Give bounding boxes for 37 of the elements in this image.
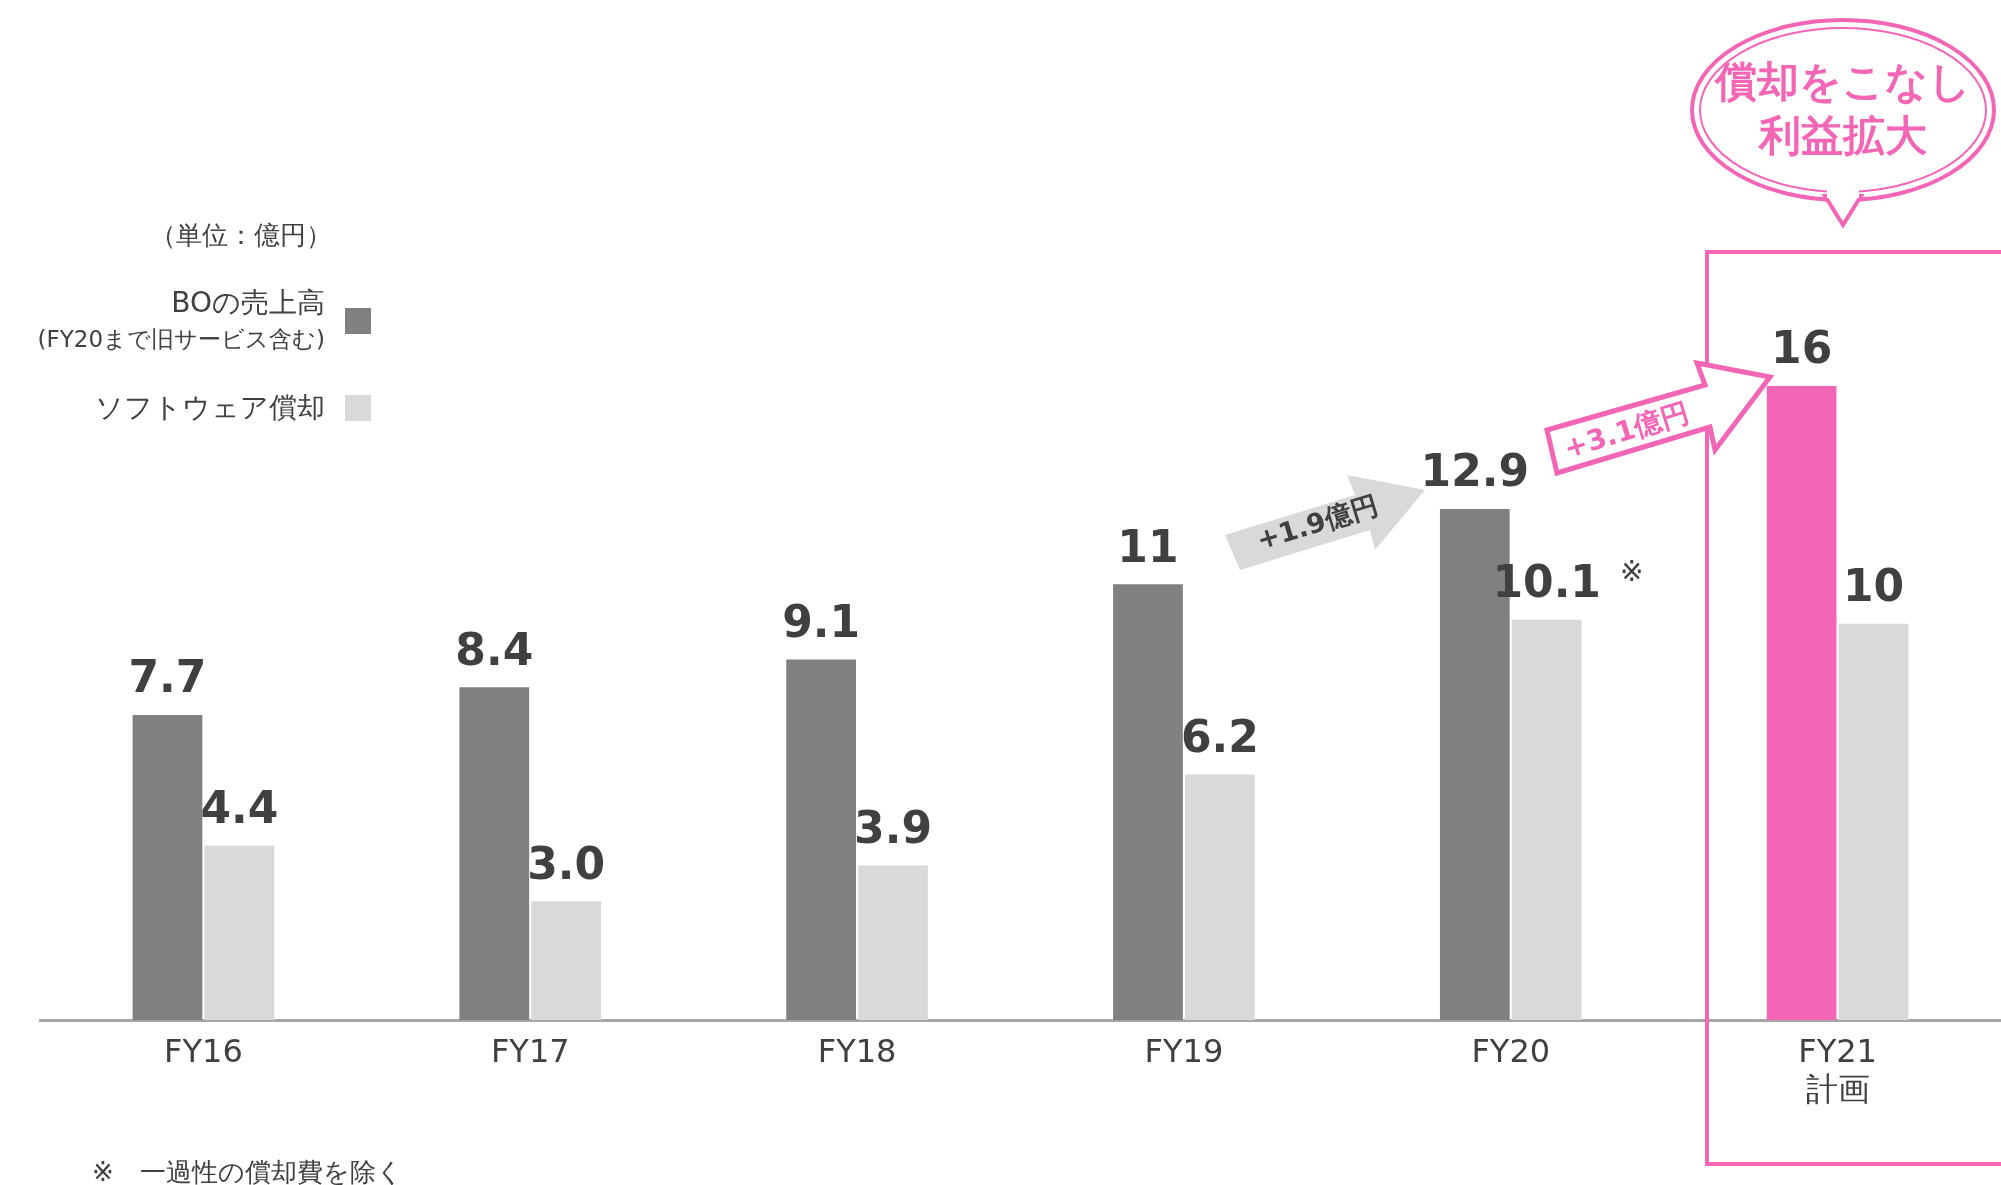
annotation: +1.9億円 xyxy=(1252,488,1382,558)
x-tick-label: FY16 xyxy=(164,1031,243,1070)
bar xyxy=(1113,584,1183,1021)
text: ※ 一過性の償却費を除く xyxy=(92,1156,403,1185)
data-label: 9.1 xyxy=(782,595,861,647)
bar xyxy=(132,714,203,1021)
legend-label: ソフトウェア償却 xyxy=(95,390,325,426)
bar xyxy=(204,845,275,1021)
bar xyxy=(1511,619,1582,1021)
bar xyxy=(786,659,857,1021)
data-label: 3.0 xyxy=(527,837,606,889)
text: 償却をこなし xyxy=(1713,56,1972,108)
data-label: 7.7 xyxy=(128,651,207,703)
data-label: 3.9 xyxy=(854,802,933,854)
annotation: ※ xyxy=(1620,555,1644,588)
bar xyxy=(531,901,602,1021)
bar xyxy=(858,865,928,1021)
x-tick-label: FY17 xyxy=(490,1031,570,1070)
bar xyxy=(1766,386,1837,1021)
data-label: 4.4 xyxy=(200,782,279,834)
data-label: 11 xyxy=(1117,520,1179,572)
x-tick-label: FY21 計画 xyxy=(1798,1031,1877,1109)
data-label: 6.2 xyxy=(1180,710,1259,762)
text: （単位：億円） xyxy=(150,219,332,252)
bar xyxy=(1838,623,1909,1021)
data-label: 12.9 xyxy=(1420,445,1530,497)
x-tick-label: FY19 xyxy=(1144,1031,1224,1070)
data-label: 10 xyxy=(1842,560,1905,612)
text: 利益拡大 xyxy=(1757,110,1928,162)
data-label: 8.4 xyxy=(455,623,534,675)
x-tick-label: FY18 xyxy=(817,1031,897,1070)
legend-label: BOの売上高 (FY20まで旧サービス含む) xyxy=(37,285,325,354)
annotation: +3.1億円 xyxy=(1559,394,1694,468)
bar xyxy=(1184,774,1255,1021)
data-label: 16 xyxy=(1771,322,1833,374)
bar xyxy=(459,687,530,1021)
x-tick-label: FY20 xyxy=(1471,1031,1551,1070)
